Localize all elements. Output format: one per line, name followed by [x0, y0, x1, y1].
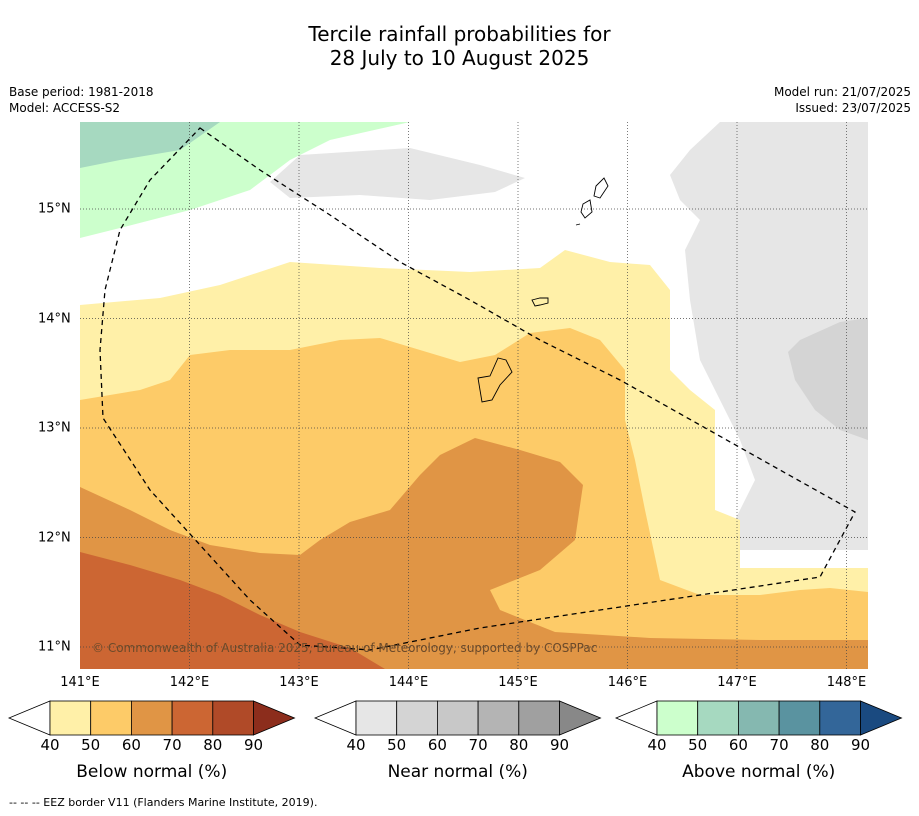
y-tick-label: 13°N — [38, 420, 71, 436]
model-name: Model: ACCESS-S2 — [9, 101, 121, 115]
saipan-island — [593, 177, 609, 199]
colorbar-tick-label: 70 — [162, 736, 182, 754]
islands — [477, 177, 609, 403]
colorbar-title: Above normal (%) — [682, 762, 836, 782]
colorbar — [7, 700, 296, 736]
colorbar-tick-label: 70 — [468, 736, 488, 754]
y-tick-label: 14°N — [38, 311, 71, 326]
colorbar-segment — [778, 700, 821, 736]
x-tick-label: 144°E — [388, 675, 429, 690]
colorbar-tick-label: 40 — [346, 736, 366, 754]
colorbar-tick-label: 90 — [549, 736, 570, 754]
colorbar-min-extend — [614, 700, 658, 736]
colorbar-min-extend — [313, 700, 357, 736]
colorbar-segment — [355, 700, 398, 736]
near-normal-region-east — [670, 122, 868, 550]
above-normal-60-region — [80, 122, 220, 168]
x-tick-label: 148°E — [826, 675, 867, 690]
colorbars — [7, 700, 903, 736]
colorbar-tick-label: 40 — [647, 736, 667, 754]
title-line-1: Tercile rainfall probabilities for — [308, 22, 611, 46]
colorbar-segment — [171, 700, 214, 736]
colorbar-segment — [90, 700, 132, 736]
colorbar-segment — [738, 700, 780, 736]
colorbar-min-extend — [7, 700, 51, 736]
title-line-2: 28 July to 10 August 2025 — [329, 46, 590, 70]
colorbar-segment — [697, 700, 739, 736]
x-tick-label: 145°E — [498, 675, 538, 690]
colorbar-segment — [656, 700, 699, 736]
colorbar-max-extend — [559, 700, 602, 736]
probability-layers — [80, 122, 868, 669]
colorbar-title: Below normal (%) — [76, 762, 228, 782]
colorbar-segment — [130, 700, 173, 736]
graticule — [80, 122, 868, 669]
meta-right: Model run: 21/07/2025 Issued: 23/07/2025 — [774, 84, 911, 116]
colorbar-segment — [819, 700, 861, 736]
x-tick-label: 146°E — [607, 675, 648, 690]
aguijan-island — [575, 223, 581, 226]
colorbar-tick-label: 80 — [509, 736, 529, 754]
colorbar-tick-label: 70 — [769, 736, 789, 754]
y-tick-label: 15°N — [38, 201, 71, 217]
colorbar-tick-label: 80 — [810, 736, 830, 754]
colorbar-tick-label: 60 — [121, 736, 141, 754]
y-tick-label: 12°N — [38, 530, 71, 545]
map-title: Tercile rainfall probabilities for 28 Ju… — [0, 22, 919, 70]
colorbar-segment — [436, 700, 479, 736]
colorbar-max-extend — [860, 700, 903, 736]
issued-date: Issued: 23/07/2025 — [795, 101, 911, 115]
colorbar-tick-label: 90 — [850, 736, 871, 754]
colorbar — [313, 700, 602, 736]
below-normal-60-region — [80, 438, 868, 669]
eez-border — [99, 127, 856, 651]
meta-left: Base period: 1981-2018 Model: ACCESS-S2 — [9, 84, 154, 116]
x-tick-label: 147°E — [717, 675, 757, 690]
colorbar-title: Near normal (%) — [387, 762, 528, 782]
colorbar-segment — [212, 700, 254, 736]
x-tick-label: 143°E — [279, 675, 319, 690]
footer-note: -- -- -- EEZ border V11 (Flanders Marine… — [9, 796, 318, 809]
colorbar-segment — [49, 700, 92, 736]
colorbar — [614, 700, 903, 736]
colorbar-tick-label: 90 — [243, 736, 264, 754]
colorbar-segment — [518, 700, 560, 736]
copyright-text: © Commonwealth of Australia 2025, Bureau… — [92, 641, 598, 655]
colorbar-tick-label: 50 — [387, 736, 407, 754]
x-tick-label: 141°E — [60, 675, 100, 690]
x-tick-label: 142°E — [169, 675, 210, 690]
below-normal-70-region — [80, 552, 385, 669]
rota-island — [531, 297, 549, 307]
tinian-island — [580, 199, 593, 219]
near-normal-region-north — [270, 148, 525, 200]
colorbar-tick-label: 80 — [203, 736, 223, 754]
colorbar-tick-label: 60 — [427, 736, 447, 754]
y-tick-label: 11°N — [38, 639, 71, 655]
model-run: Model run: 21/07/2025 — [773, 85, 911, 99]
colorbar-tick-label: 50 — [81, 736, 101, 754]
colorbar-tick-label: 50 — [688, 736, 708, 754]
colorbar-tick-label: 40 — [40, 736, 60, 754]
base-period: Base period: 1981-2018 — [9, 85, 154, 99]
colorbar-segment — [396, 700, 438, 736]
near-normal-50-region — [788, 318, 868, 440]
colorbar-segment — [477, 700, 520, 736]
colorbar-max-extend — [253, 700, 296, 736]
guam-island — [477, 357, 513, 403]
colorbar-tick-label: 60 — [728, 736, 748, 754]
